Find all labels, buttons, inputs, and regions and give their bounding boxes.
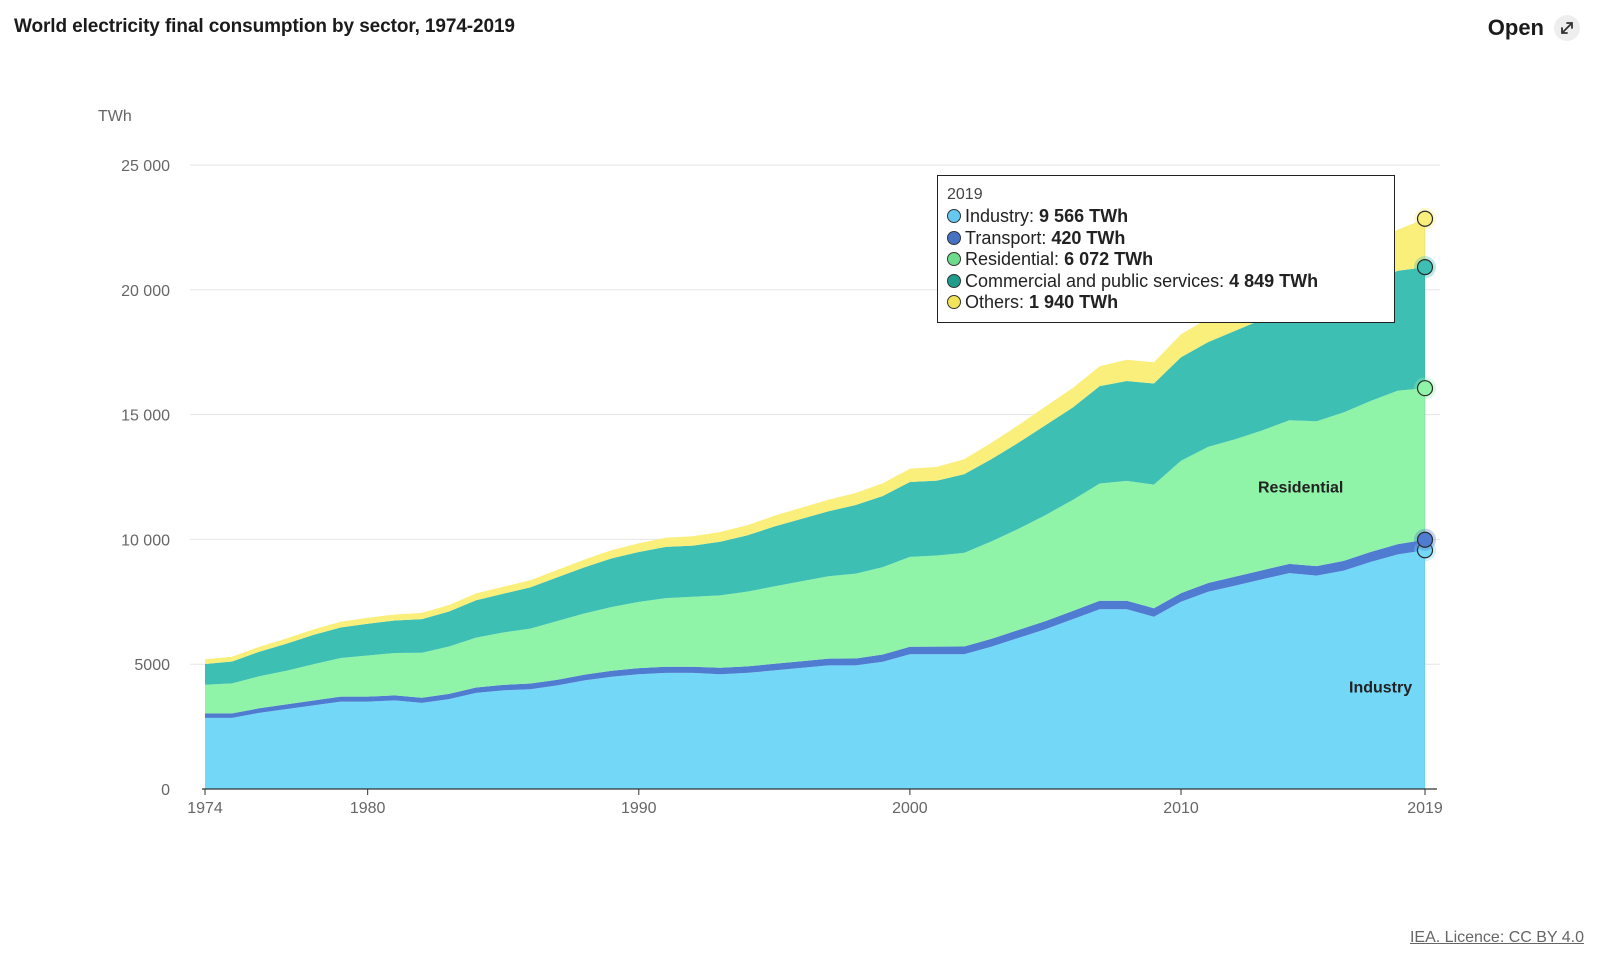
residential-swatch-icon: [947, 252, 961, 266]
y-tick-label: 20 000: [121, 283, 170, 300]
tooltip-value: 9 566 TWh: [1039, 206, 1129, 226]
axes: 0 5000 10 000 15 000 20 000 25 000 1974 1980 199…: [121, 158, 1443, 817]
y-tick-label: 5000: [134, 657, 170, 674]
marker-commercial-and-public-services: [1416, 259, 1434, 276]
area-industry: [205, 550, 1425, 789]
tooltip-row-industry: Industry: 9 566 TWh: [947, 206, 1385, 228]
area-transport: [205, 539, 1425, 718]
expand-icon[interactable]: [1554, 15, 1580, 41]
marker-transport: [1416, 531, 1434, 548]
tooltip-value: 4 849 TWh: [1229, 270, 1319, 291]
tooltip: 2019 Industry: 9 566 TWh Transport: 420 …: [937, 175, 1395, 323]
tooltip-label: Others:: [965, 292, 1025, 312]
tooltip-value: 420 TWh: [1051, 227, 1126, 248]
x-tick-label: 1974: [187, 800, 223, 817]
tooltip-label: Commercial and public services:: [965, 270, 1225, 291]
tooltip-row-commercial: Commercial and public services: 4 849 TW…: [947, 271, 1385, 293]
x-tick-label: 2010: [1163, 800, 1199, 817]
tooltip-row-transport: Transport: 420 TWh: [947, 228, 1385, 250]
y-tick-label: 10 000: [121, 532, 170, 549]
x-tick-label: 1980: [350, 800, 386, 817]
transport-swatch-icon: [947, 230, 961, 245]
y-tick-label: 15 000: [121, 408, 170, 425]
marker-residential: [1416, 380, 1434, 397]
hover-markers: [1414, 207, 1436, 789]
x-tick-label: 2000: [892, 800, 928, 817]
annotation-residential: Residential: [1258, 480, 1343, 497]
y-axis-unit-label: TWh: [98, 108, 132, 125]
tooltip-value: 6 072 TWh: [1064, 249, 1154, 269]
tooltip-year: 2019: [947, 186, 983, 203]
area-residential: [205, 388, 1425, 714]
commercial-swatch-icon: [947, 273, 961, 288]
y-tick-label: 25 000: [121, 158, 170, 175]
industry-swatch-icon: [947, 209, 961, 223]
tooltip-label: Industry:: [965, 206, 1035, 226]
open-link[interactable]: Open: [1487, 15, 1544, 40]
marker-others: [1416, 210, 1434, 227]
license-link[interactable]: IEA. Licence: CC BY 4.0: [1409, 929, 1584, 946]
tooltip-row-others: Others: 1 940 TWh: [947, 292, 1385, 314]
x-tick-label: 1990: [621, 800, 657, 817]
others-swatch-icon: [947, 295, 961, 309]
y-tick-label: 0: [161, 782, 170, 799]
chart-title: World electricity final consumption by s…: [14, 16, 515, 37]
tooltip-row-residential: Residential: 6 072 TWh: [947, 249, 1385, 271]
tooltip-value: 1 940 TWh: [1029, 292, 1119, 312]
x-tick-label: 2019: [1407, 800, 1443, 817]
tooltip-label: Residential:: [965, 249, 1060, 269]
tooltip-label: Transport:: [965, 227, 1047, 248]
annotation-industry: Industry: [1349, 679, 1412, 696]
